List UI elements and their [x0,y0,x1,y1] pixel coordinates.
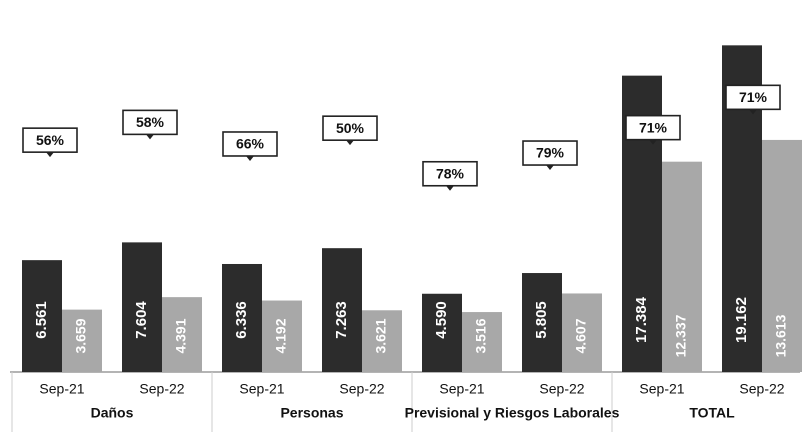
ratio-callout-label: 50% [336,120,365,136]
ratio-callout-label: 79% [536,145,565,161]
ratio-callout-box [22,127,78,153]
bar-light [262,300,302,372]
group-label: TOTAL [689,405,735,421]
bar-light-value-label: 3.659 [73,318,89,353]
bar-light [662,161,702,372]
bar-dark-value-label: 19.162 [733,297,750,343]
ratio-callout-pointer [46,152,54,158]
ratio-callout-box [122,109,178,136]
ratio-callout-pointer [446,185,454,191]
bar-light [562,293,602,372]
bar-light-value-label: 13.613 [773,314,789,357]
x-tick-label: Sep-21 [239,381,284,397]
bar-dark-value-label: 6.336 [233,301,250,339]
bar-dark [322,248,362,372]
bar-dark-value-label: 4.590 [433,301,450,339]
bar-dark-value-label: 5.805 [533,301,550,339]
bar-light [362,310,402,372]
ratio-callout-box [222,131,278,157]
bar-light [462,312,502,372]
ratio-callout-label: 66% [236,136,265,152]
bar-light-value-label: 4.607 [573,318,589,353]
ratio-callout-box [522,140,578,166]
ratio-callout-pointer [346,140,354,146]
bar-dark [122,242,162,372]
bar-light-value-label: 3.621 [373,318,389,353]
bar-light-value-label: 3.516 [473,318,489,353]
group-label: Previsional y Riesgos Laborales [405,405,620,421]
bar-dark-value-label: 6.561 [33,301,50,339]
bar-dark-value-label: 17.384 [633,296,650,343]
x-tick-label: Sep-21 [439,381,484,397]
bar-dark-value-label: 7.263 [333,301,350,339]
bar-light [762,139,802,372]
bar-dark [522,273,562,372]
x-tick-label: Sep-22 [539,381,584,397]
x-tick-label: Sep-22 [739,381,784,397]
ratio-callout-label: 71% [639,119,668,135]
bar-light-value-label: 4.192 [273,318,289,353]
ratio-callout-box [725,84,781,111]
ratio-callout-label: 58% [136,114,165,130]
ratio-callout-pointer [246,155,254,161]
ratio-callout-pointer [649,139,657,145]
group-label: Daños [91,405,134,421]
x-tick-label: Sep-22 [139,381,184,397]
group-label: Personas [280,405,343,421]
bar-dark [222,263,262,372]
ratio-callout-box [322,115,378,141]
x-tick-label: Sep-22 [339,381,384,397]
bar-dark-value-label: 7.604 [133,301,150,339]
ratio-callout-label: 71% [739,89,768,105]
bar-dark [22,260,62,372]
ratio-callout-pointer [146,134,154,140]
x-tick-label: Sep-21 [639,381,684,397]
bar-light [62,309,102,372]
ratio-callout-label: 56% [36,132,65,148]
ratio-callout-pointer [749,109,757,115]
x-tick-label: Sep-21 [39,381,84,397]
bar-light-value-label: 12.337 [673,314,689,357]
bar-dark [422,293,462,372]
bar-light [162,297,202,372]
ratio-callout-label: 78% [436,165,465,181]
ratio-callout-pointer [546,165,554,171]
bar-light-value-label: 4.391 [173,318,189,353]
